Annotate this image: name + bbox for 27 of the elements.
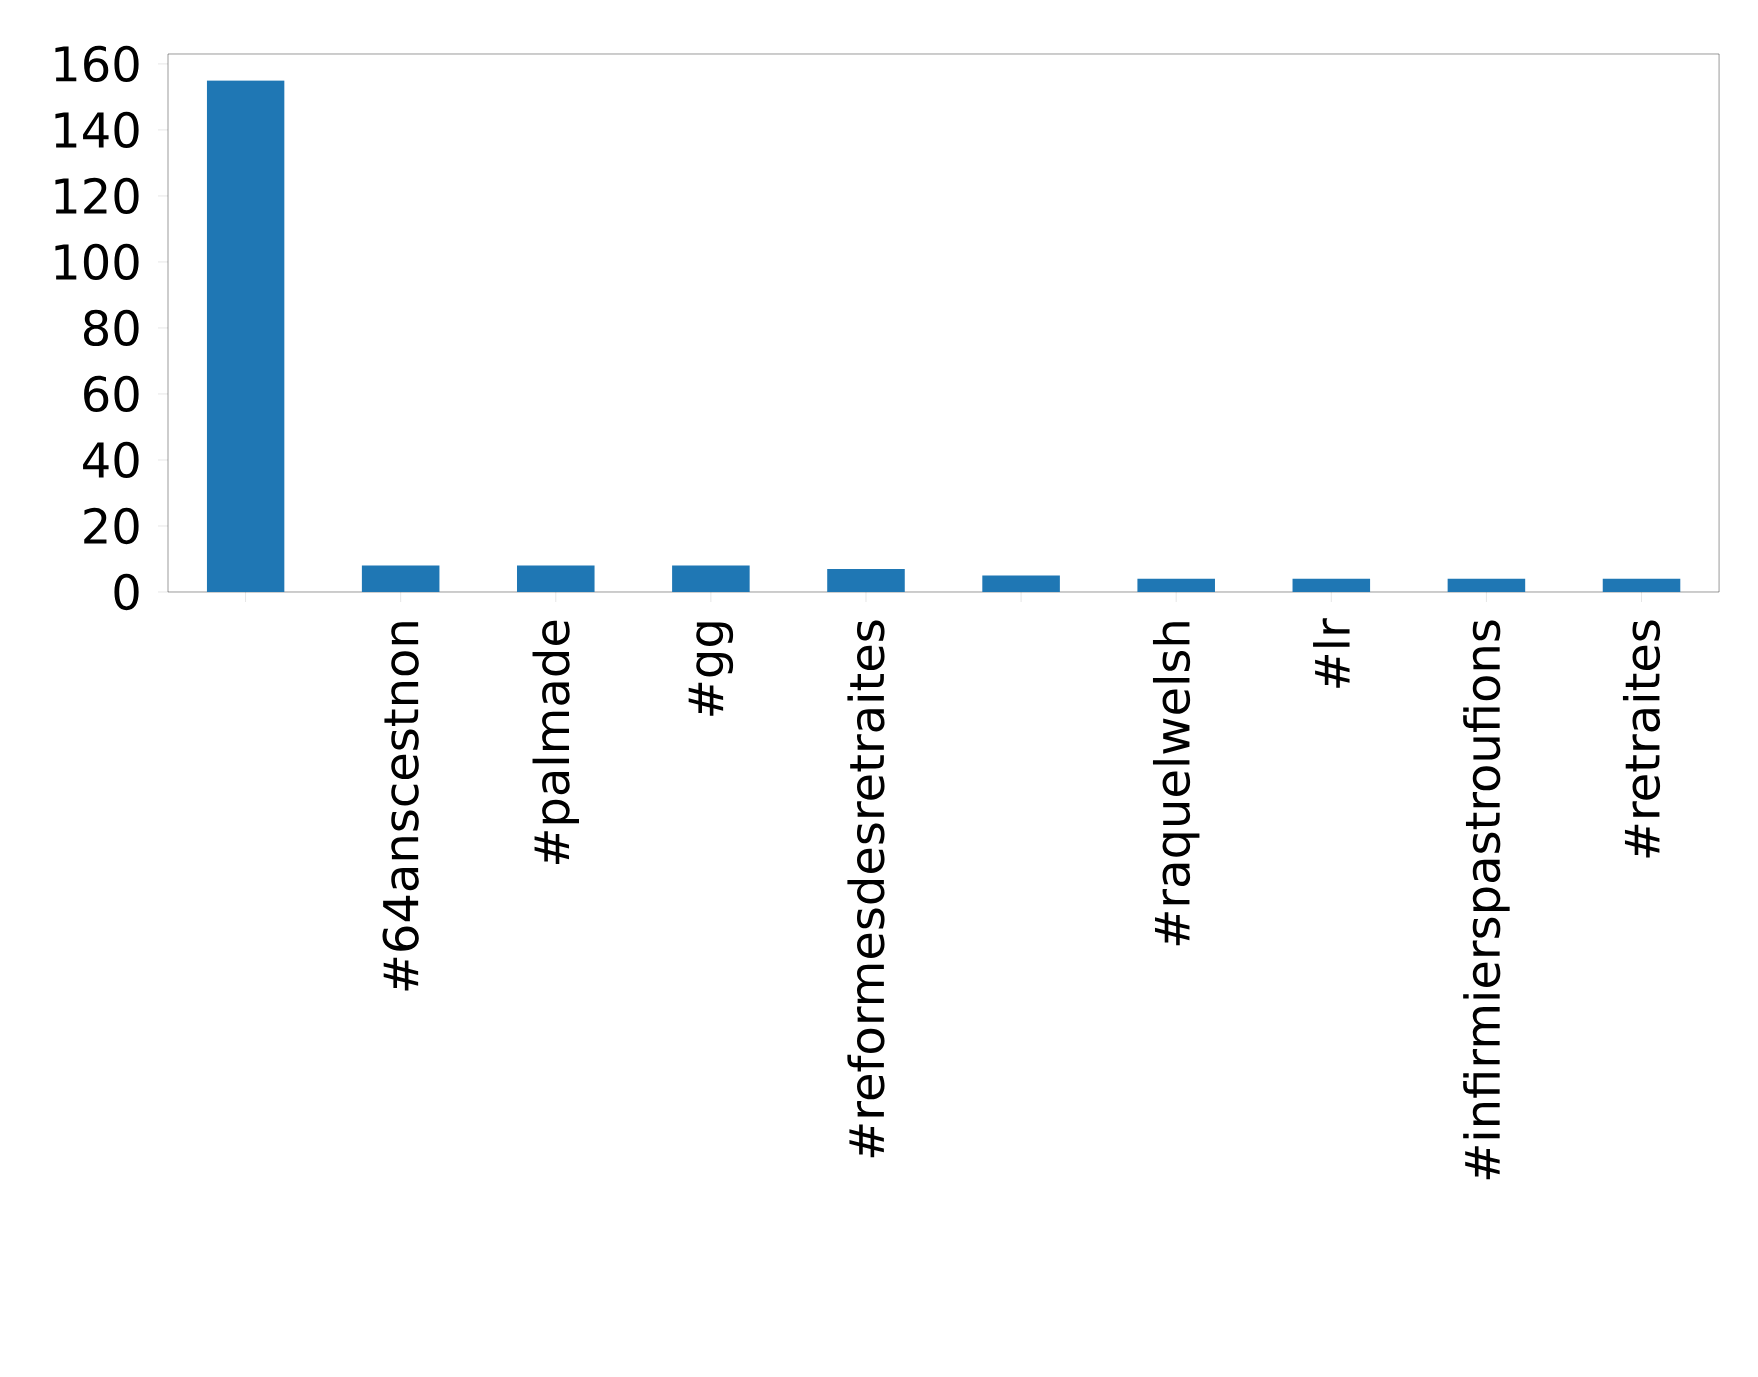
- x-tick-label: #64anscestnon: [382, 622, 419, 991]
- y-tick-label: 20: [84, 507, 139, 545]
- x-tick-label: #gg: [688, 622, 734, 716]
- bar: [1137, 578, 1215, 592]
- y-tick-label: 100: [55, 243, 139, 281]
- bar: [827, 568, 905, 592]
- y-tick-label: 40: [83, 441, 139, 479]
- bar: [1292, 578, 1371, 592]
- x-tick-label: #infirmierspastroufions: [1463, 620, 1510, 1180]
- x-tick-label: #palmade: [532, 620, 579, 865]
- x-tick-label: #raquelwelsh: [1152, 622, 1200, 946]
- y-tick-label: 160: [55, 45, 139, 83]
- y-tick-label: 0: [114, 573, 139, 611]
- x-tick-label: #reformesdesretraites: [847, 620, 885, 1158]
- bar: [361, 565, 440, 592]
- bar: [1447, 578, 1526, 592]
- y-tick-label: 60: [84, 375, 139, 413]
- x-tick-label: #lr: [1313, 618, 1350, 688]
- bar: [1602, 578, 1681, 592]
- bar: [672, 565, 750, 592]
- bar: [206, 80, 285, 592]
- y-tick-label: 140: [55, 111, 139, 149]
- y-tick-label: 120: [55, 177, 139, 215]
- bar: [517, 565, 595, 592]
- x-tick-label: #retraites: [1622, 620, 1661, 858]
- y-tick-label: 80: [83, 309, 139, 347]
- bar: [982, 575, 1060, 592]
